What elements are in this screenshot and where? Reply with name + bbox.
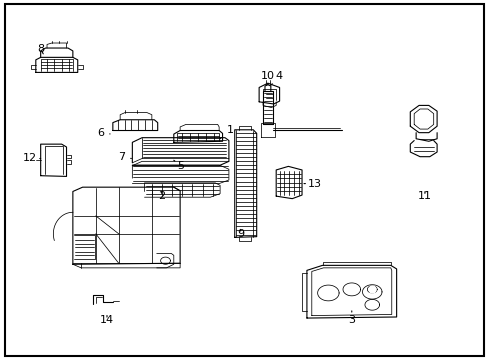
Text: 2: 2 <box>158 191 165 201</box>
Text: 14: 14 <box>100 315 114 325</box>
Text: 3: 3 <box>347 311 355 325</box>
Text: 13: 13 <box>304 179 322 189</box>
Text: 10: 10 <box>261 71 274 85</box>
Text: 7: 7 <box>118 152 131 162</box>
Text: 9: 9 <box>237 229 244 239</box>
Text: 12: 12 <box>23 153 41 163</box>
Text: 1: 1 <box>220 125 233 139</box>
Text: 5: 5 <box>173 160 184 171</box>
Text: 4: 4 <box>271 71 282 85</box>
Text: 11: 11 <box>417 191 431 201</box>
Text: 6: 6 <box>97 129 110 138</box>
Text: 8: 8 <box>37 44 44 54</box>
